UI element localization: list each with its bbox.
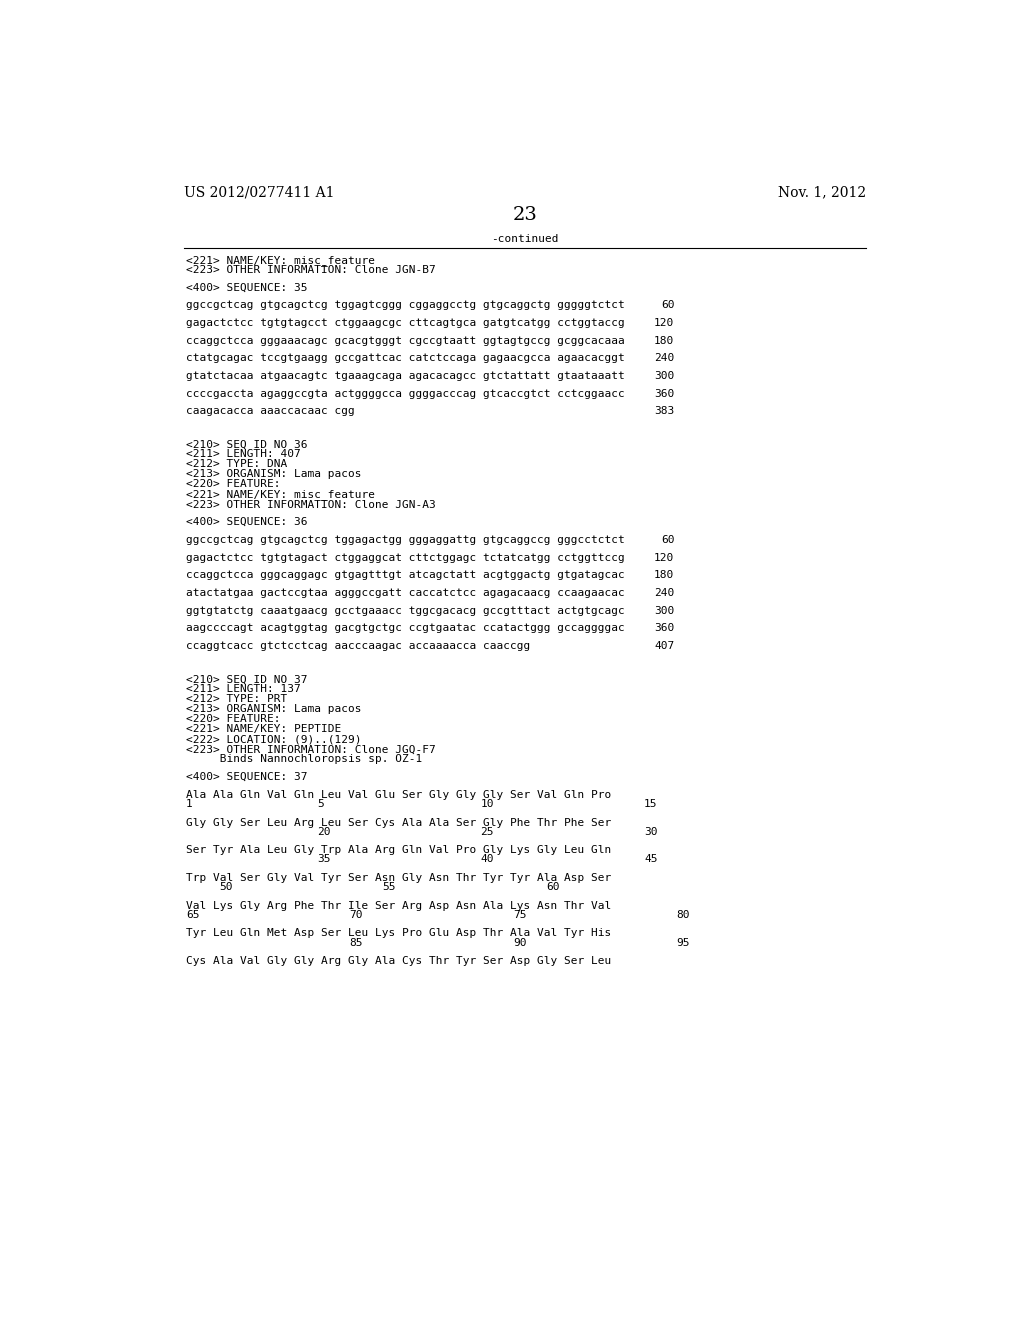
- Text: aagccccagt acagtggtag gacgtgctgc ccgtgaatac ccatactggg gccaggggac: aagccccagt acagtggtag gacgtgctgc ccgtgaa…: [186, 623, 625, 634]
- Text: US 2012/0277411 A1: US 2012/0277411 A1: [183, 185, 334, 199]
- Text: ccaggctcca gggaaacagc gcacgtgggt cgccgtaatt ggtagtgccg gcggcacaaa: ccaggctcca gggaaacagc gcacgtgggt cgccgta…: [186, 335, 625, 346]
- Text: <212> TYPE: PRT: <212> TYPE: PRT: [186, 694, 288, 705]
- Text: 30: 30: [644, 826, 657, 837]
- Text: 60: 60: [660, 300, 675, 310]
- Text: 240: 240: [654, 354, 675, 363]
- Text: 180: 180: [654, 335, 675, 346]
- Text: 5: 5: [317, 799, 324, 809]
- Text: 70: 70: [349, 909, 364, 920]
- Text: <211> LENGTH: 407: <211> LENGTH: 407: [186, 449, 301, 459]
- Text: 90: 90: [513, 937, 526, 948]
- Text: Tyr Leu Gln Met Asp Ser Leu Lys Pro Glu Asp Thr Ala Val Tyr His: Tyr Leu Gln Met Asp Ser Leu Lys Pro Glu …: [186, 928, 611, 939]
- Text: ccaggtcacc gtctcctcag aacccaagac accaaaacca caaccgg: ccaggtcacc gtctcctcag aacccaagac accaaaa…: [186, 642, 530, 651]
- Text: Val Lys Gly Arg Phe Thr Ile Ser Arg Asp Asn Ala Lys Asn Thr Val: Val Lys Gly Arg Phe Thr Ile Ser Arg Asp …: [186, 900, 611, 911]
- Text: 300: 300: [654, 371, 675, 381]
- Text: 300: 300: [654, 606, 675, 615]
- Text: <220> FEATURE:: <220> FEATURE:: [186, 714, 281, 725]
- Text: 20: 20: [317, 826, 331, 837]
- Text: <400> SEQUENCE: 36: <400> SEQUENCE: 36: [186, 517, 307, 527]
- Text: <213> ORGANISM: Lama pacos: <213> ORGANISM: Lama pacos: [186, 705, 361, 714]
- Text: 45: 45: [644, 854, 657, 865]
- Text: 55: 55: [382, 882, 396, 892]
- Text: <221> NAME/KEY: PEPTIDE: <221> NAME/KEY: PEPTIDE: [186, 725, 341, 734]
- Text: <400> SEQUENCE: 37: <400> SEQUENCE: 37: [186, 772, 307, 781]
- Text: 240: 240: [654, 589, 675, 598]
- Text: Cys Ala Val Gly Gly Arg Gly Ala Cys Thr Tyr Ser Asp Gly Ser Leu: Cys Ala Val Gly Gly Arg Gly Ala Cys Thr …: [186, 956, 611, 966]
- Text: <222> LOCATION: (9)..(129): <222> LOCATION: (9)..(129): [186, 734, 361, 744]
- Text: <221> NAME/KEY: misc_feature: <221> NAME/KEY: misc_feature: [186, 490, 375, 500]
- Text: 15: 15: [644, 799, 657, 809]
- Text: ggtgtatctg caaatgaacg gcctgaaacc tggcgacacg gccgtttact actgtgcagc: ggtgtatctg caaatgaacg gcctgaaacc tggcgac…: [186, 606, 625, 615]
- Text: 120: 120: [654, 318, 675, 327]
- Text: 35: 35: [317, 854, 331, 865]
- Text: ctatgcagac tccgtgaagg gccgattcac catctccaga gagaacgcca agaacacggt: ctatgcagac tccgtgaagg gccgattcac catctcc…: [186, 354, 625, 363]
- Text: <210> SEQ ID NO 36: <210> SEQ ID NO 36: [186, 440, 307, 449]
- Text: 80: 80: [677, 909, 690, 920]
- Text: 40: 40: [480, 854, 494, 865]
- Text: ccaggctcca gggcaggagc gtgagtttgt atcagctatt acgtggactg gtgatagcac: ccaggctcca gggcaggagc gtgagtttgt atcagct…: [186, 570, 625, 581]
- Text: caagacacca aaaccacaac cgg: caagacacca aaaccacaac cgg: [186, 407, 355, 416]
- Text: ggccgctcag gtgcagctcg tggagtcggg cggaggcctg gtgcaggctg gggggtctct: ggccgctcag gtgcagctcg tggagtcggg cggaggc…: [186, 300, 625, 310]
- Text: atactatgaa gactccgtaa agggccgatt caccatctcc agagacaacg ccaagaacac: atactatgaa gactccgtaa agggccgatt caccatc…: [186, 589, 625, 598]
- Text: Gly Gly Ser Leu Arg Leu Ser Cys Ala Ala Ser Gly Phe Thr Phe Ser: Gly Gly Ser Leu Arg Leu Ser Cys Ala Ala …: [186, 817, 611, 828]
- Text: <223> OTHER INFORMATION: Clone JGN-A3: <223> OTHER INFORMATION: Clone JGN-A3: [186, 499, 436, 510]
- Text: Nov. 1, 2012: Nov. 1, 2012: [777, 185, 866, 199]
- Text: 180: 180: [654, 570, 675, 581]
- Text: <212> TYPE: DNA: <212> TYPE: DNA: [186, 459, 288, 470]
- Text: 360: 360: [654, 623, 675, 634]
- Text: Ala Ala Gln Val Gln Leu Val Glu Ser Gly Gly Gly Ser Val Gln Pro: Ala Ala Gln Val Gln Leu Val Glu Ser Gly …: [186, 789, 611, 800]
- Text: 23: 23: [512, 206, 538, 224]
- Text: <211> LENGTH: 137: <211> LENGTH: 137: [186, 684, 301, 694]
- Text: <221> NAME/KEY: misc_feature: <221> NAME/KEY: misc_feature: [186, 255, 375, 265]
- Text: 50: 50: [219, 882, 232, 892]
- Text: 95: 95: [677, 937, 690, 948]
- Text: -continued: -continued: [492, 234, 558, 244]
- Text: <213> ORGANISM: Lama pacos: <213> ORGANISM: Lama pacos: [186, 470, 361, 479]
- Text: 360: 360: [654, 388, 675, 399]
- Text: 10: 10: [480, 799, 494, 809]
- Text: 25: 25: [480, 826, 494, 837]
- Text: gagactctcc tgtgtagcct ctggaagcgc cttcagtgca gatgtcatgg cctggtaccg: gagactctcc tgtgtagcct ctggaagcgc cttcagt…: [186, 318, 625, 327]
- Text: ccccgaccta agaggccgta actggggcca ggggacccag gtcaccgtct cctcggaacc: ccccgaccta agaggccgta actggggcca ggggacc…: [186, 388, 625, 399]
- Text: 120: 120: [654, 553, 675, 562]
- Text: 1: 1: [186, 799, 193, 809]
- Text: <210> SEQ ID NO 37: <210> SEQ ID NO 37: [186, 675, 307, 684]
- Text: Trp Val Ser Gly Val Tyr Ser Asn Gly Asn Thr Tyr Tyr Ala Asp Ser: Trp Val Ser Gly Val Tyr Ser Asn Gly Asn …: [186, 873, 611, 883]
- Text: <223> OTHER INFORMATION: Clone JGN-B7: <223> OTHER INFORMATION: Clone JGN-B7: [186, 264, 436, 275]
- Text: 383: 383: [654, 407, 675, 416]
- Text: 60: 60: [660, 535, 675, 545]
- Text: 60: 60: [546, 882, 559, 892]
- Text: 65: 65: [186, 909, 200, 920]
- Text: Binds Nannochloropsis sp. OZ-1: Binds Nannochloropsis sp. OZ-1: [186, 755, 422, 764]
- Text: gtatctacaa atgaacagtc tgaaagcaga agacacagcc gtctattatt gtaataaatt: gtatctacaa atgaacagtc tgaaagcaga agacaca…: [186, 371, 625, 381]
- Text: 85: 85: [349, 937, 364, 948]
- Text: 75: 75: [513, 909, 526, 920]
- Text: <223> OTHER INFORMATION: Clone JGQ-F7: <223> OTHER INFORMATION: Clone JGQ-F7: [186, 744, 436, 754]
- Text: 407: 407: [654, 642, 675, 651]
- Text: <220> FEATURE:: <220> FEATURE:: [186, 479, 281, 490]
- Text: gagactctcc tgtgtagact ctggaggcat cttctggagc tctatcatgg cctggttccg: gagactctcc tgtgtagact ctggaggcat cttctgg…: [186, 553, 625, 562]
- Text: Ser Tyr Ala Leu Gly Trp Ala Arg Gln Val Pro Gly Lys Gly Leu Gln: Ser Tyr Ala Leu Gly Trp Ala Arg Gln Val …: [186, 845, 611, 855]
- Text: <400> SEQUENCE: 35: <400> SEQUENCE: 35: [186, 282, 307, 292]
- Text: ggccgctcag gtgcagctcg tggagactgg gggaggattg gtgcaggccg gggcctctct: ggccgctcag gtgcagctcg tggagactgg gggagga…: [186, 535, 625, 545]
